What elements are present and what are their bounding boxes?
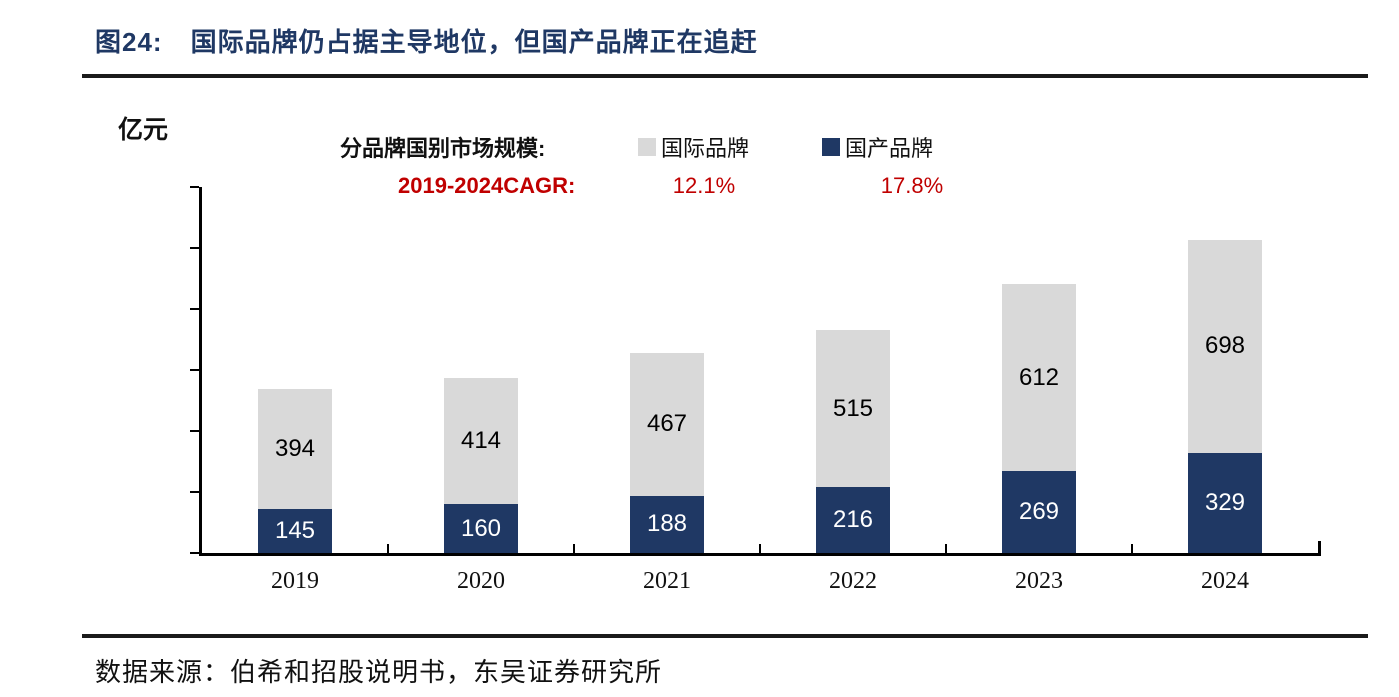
y-axis-unit-label: 亿元 bbox=[118, 116, 169, 144]
bar-segment-国际品牌: 612 bbox=[1002, 284, 1076, 471]
y-axis-tick-mark bbox=[190, 308, 199, 310]
x-axis-category-label: 2024 bbox=[1201, 568, 1249, 594]
bar-value-label: 269 bbox=[1018, 497, 1060, 525]
x-axis-category-label: 2019 bbox=[271, 568, 319, 594]
bar-segment-国产品牌: 329 bbox=[1188, 452, 1262, 553]
x-axis-tick-mark bbox=[945, 544, 947, 554]
legend-item-international: 国际品牌 bbox=[638, 131, 749, 163]
footer-divider-line bbox=[82, 634, 1368, 638]
figure-title-text: 国际品牌仍占据主导地位，但国产品牌正在追赶 bbox=[190, 27, 758, 57]
bar-value-label: 188 bbox=[646, 510, 688, 538]
y-axis-tick-mark bbox=[190, 247, 199, 249]
bar-segment-国产品牌: 269 bbox=[1002, 470, 1076, 553]
y-axis-tick-mark bbox=[190, 491, 199, 493]
x-axis-category-label: 2021 bbox=[643, 568, 691, 594]
bar-value-label: 216 bbox=[832, 506, 874, 534]
bar-segment-国际品牌: 414 bbox=[444, 377, 518, 505]
y-axis-tick-mark bbox=[190, 369, 199, 371]
x-axis-category-label: 2020 bbox=[457, 568, 505, 594]
bar-segment-国际品牌: 698 bbox=[1188, 239, 1262, 453]
bar-segment-国产品牌: 188 bbox=[630, 495, 704, 553]
legend-item-domestic: 国产品牌 bbox=[822, 131, 933, 163]
x-axis-end-tick bbox=[1318, 541, 1321, 555]
bar-value-label: 394 bbox=[274, 434, 316, 462]
cagr-value-domestic: 17.8% bbox=[880, 173, 944, 198]
legend-heading: 分品牌国别市场规模: bbox=[340, 136, 546, 161]
x-axis-tick-mark bbox=[387, 544, 389, 554]
y-axis-tick-mark bbox=[190, 186, 199, 188]
x-axis-line bbox=[199, 553, 1321, 556]
legend-swatch-international bbox=[638, 138, 656, 156]
bar-segment-国产品牌: 160 bbox=[444, 504, 518, 553]
title-divider-line bbox=[82, 74, 1368, 78]
bar-value-label: 612 bbox=[1018, 363, 1060, 391]
bar-value-label: 414 bbox=[460, 427, 502, 455]
bar-value-label: 160 bbox=[460, 514, 502, 542]
cagr-row-label: 2019-2024CAGR: bbox=[398, 173, 576, 198]
cagr-value-international: 12.1% bbox=[672, 173, 736, 198]
x-axis-tick-mark bbox=[1131, 544, 1133, 554]
bar-value-label: 515 bbox=[832, 394, 874, 422]
legend-label-international: 国际品牌 bbox=[661, 136, 750, 161]
figure-title: 图24: 国际品牌仍占据主导地位，但国产品牌正在追赶 bbox=[95, 22, 758, 59]
legend-swatch-domestic bbox=[822, 138, 840, 156]
plot-area: 145 394 160 414 188 467 216 515 269 612 329 698 bbox=[202, 187, 1318, 553]
bar-value-label: 467 bbox=[646, 410, 688, 438]
x-axis-tick-mark bbox=[573, 544, 575, 554]
y-axis-tick-mark bbox=[190, 430, 199, 432]
bar-segment-国际品牌: 394 bbox=[258, 388, 332, 509]
bar-segment-国际品牌: 467 bbox=[630, 353, 704, 496]
bar-value-label: 698 bbox=[1204, 332, 1246, 360]
y-axis-tick-mark bbox=[190, 552, 199, 554]
figure-number-label: 图24: bbox=[95, 27, 163, 57]
bar-segment-国产品牌: 216 bbox=[816, 487, 890, 553]
bar-segment-国际品牌: 515 bbox=[816, 330, 890, 488]
legend-label-domestic: 国产品牌 bbox=[845, 136, 934, 161]
bar-segment-国产品牌: 145 bbox=[258, 508, 332, 553]
y-axis-line bbox=[199, 187, 202, 556]
x-axis-category-label: 2022 bbox=[829, 568, 877, 594]
data-source-text: 数据来源：伯希和招股说明书，东吴证券研究所 bbox=[95, 657, 663, 687]
x-axis-tick-mark bbox=[759, 544, 761, 554]
bar-value-label: 329 bbox=[1204, 488, 1246, 516]
x-axis-category-label: 2023 bbox=[1015, 568, 1063, 594]
bar-value-label: 145 bbox=[274, 516, 316, 544]
